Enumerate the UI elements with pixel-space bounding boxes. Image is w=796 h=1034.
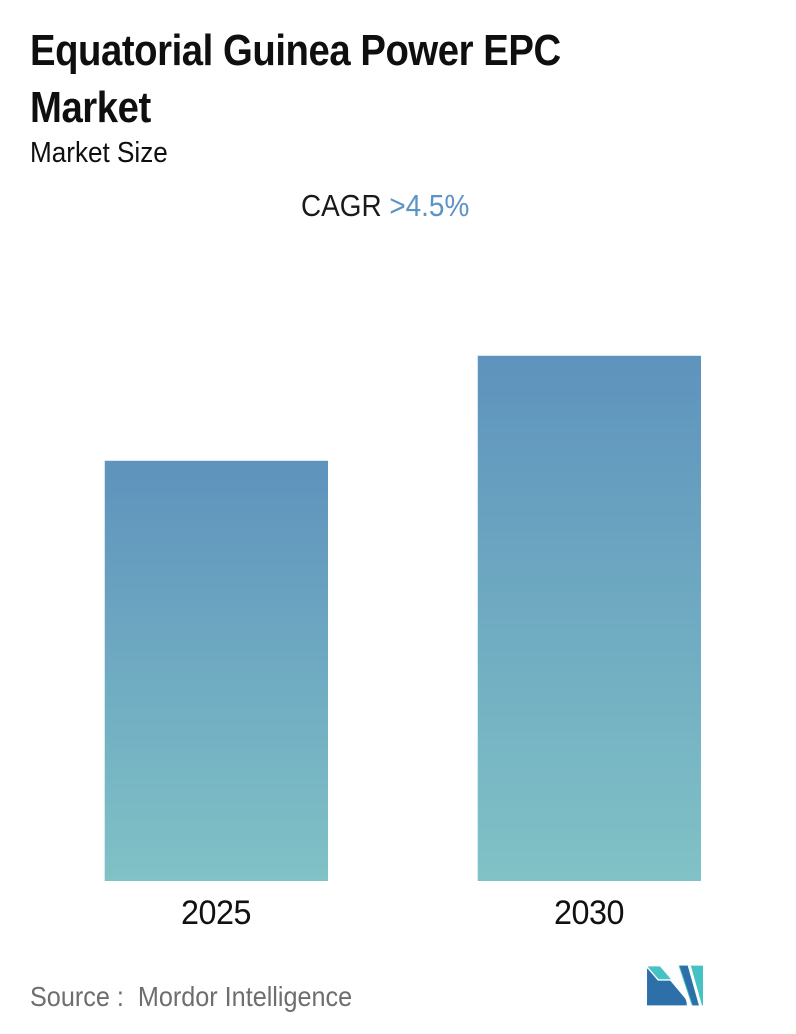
x-axis-label-2030: 2030 bbox=[554, 894, 624, 932]
mordor-intelligence-logo bbox=[646, 964, 703, 1006]
bar-group-2030: 2030 bbox=[477, 355, 701, 935]
bar-2025 bbox=[104, 460, 328, 881]
source-attribution: Source : Mordor Intelligence bbox=[30, 981, 353, 1012]
page-title: Equatorial Guinea Power EPC Market bbox=[30, 22, 639, 136]
logo-inner-white-slash bbox=[687, 965, 702, 1006]
page-title-line2: Market bbox=[30, 83, 151, 132]
bar-2030 bbox=[477, 355, 701, 881]
bar-group-2025: 2025 bbox=[104, 460, 328, 935]
chart-subtitle: Market Size bbox=[30, 137, 168, 169]
logo-teal-strip bbox=[646, 964, 675, 981]
cagr-value: >4.5% bbox=[389, 188, 470, 223]
x-axis-label-2025: 2025 bbox=[181, 894, 251, 932]
logo-right-blue-leg bbox=[679, 965, 699, 1006]
cagr-label: CAGR bbox=[301, 188, 390, 223]
page-title-line1: Equatorial Guinea Power EPC bbox=[30, 26, 561, 75]
bar-chart-plot-area: 2025 2030 bbox=[104, 355, 701, 935]
cagr-annotation: CAGR >4.5% bbox=[301, 188, 469, 224]
